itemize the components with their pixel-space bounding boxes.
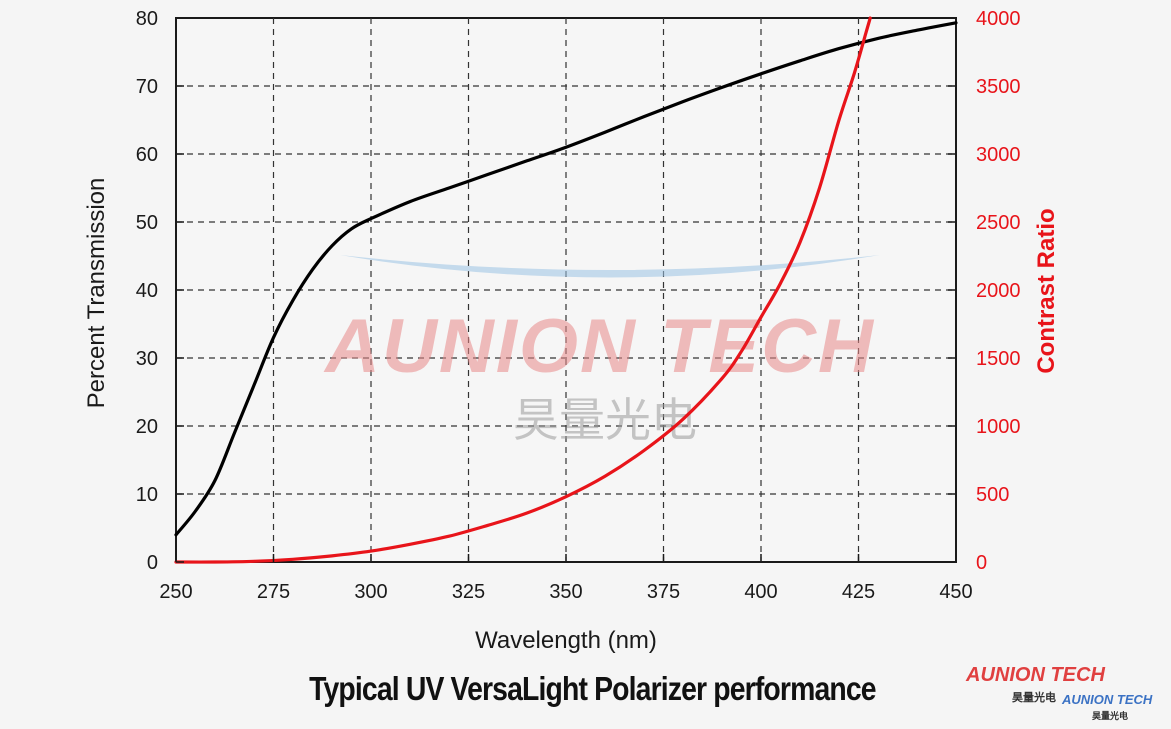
y-left-tick-label: 10 (136, 484, 158, 506)
series-lines (174, 16, 958, 564)
y-right-tick-label: 2500 (976, 212, 1021, 234)
corner-logo-chinese: 昊量光电 (1012, 692, 1056, 704)
y-right-tick-label: 4000 (976, 8, 1021, 30)
y-left-tick-label: 80 (136, 8, 158, 30)
y-left-tick-label: 30 (136, 348, 158, 370)
y-right-tick-label: 500 (976, 484, 1009, 506)
corner-logo-brand-small: AUNION TECH (1062, 692, 1153, 707)
x-tick-label: 400 (744, 581, 777, 603)
y-right-tick-label: 2000 (976, 280, 1021, 302)
x-tick-label: 325 (452, 581, 485, 603)
x-tick-label: 375 (647, 581, 680, 603)
x-tick-label: 350 (549, 581, 582, 603)
x-tick-label: 300 (354, 581, 387, 603)
tick-labels: 250 275 300 325 350 375 400 425 4500102030405060… (136, 8, 1021, 603)
watermark-brand: AUNION TECH (323, 304, 875, 389)
x-tick-label: 250 (159, 581, 192, 603)
y-left-tick-label: 40 (136, 280, 158, 302)
y-right-tick-label: 0 (976, 552, 987, 574)
x-tick-label: 275 (257, 581, 290, 603)
y-right-tick-label: 1000 (976, 416, 1021, 438)
y-left-tick-label: 0 (147, 552, 158, 574)
y-right-tick-label: 3500 (976, 76, 1021, 98)
corner-logo-chinese-small: 昊量光电 (1092, 711, 1129, 721)
chart-caption: Typical UV VersaLight Polarizer performa… (309, 670, 876, 707)
y-left-tick-label: 60 (136, 144, 158, 166)
y-right-axis-title: Contrast Ratio (1033, 208, 1060, 373)
y-left-tick-label: 50 (136, 212, 158, 234)
y-right-tick-label: 1500 (976, 348, 1021, 370)
x-tick-label: 425 (842, 581, 875, 603)
y-left-axis-title: Percent Transmission (83, 178, 110, 409)
y-left-tick-label: 70 (136, 76, 158, 98)
watermark-chinese: 昊量光电 (513, 393, 697, 447)
x-axis-title: Wavelength (nm) (475, 627, 657, 654)
x-tick-label: 450 (939, 581, 972, 603)
series-line-contrast-ratio (174, 16, 872, 564)
y-right-tick-label: 3000 (976, 144, 1021, 166)
series-line-percent-transmission (174, 21, 958, 537)
corner-logo-brand: AUNION TECH (966, 664, 1105, 686)
y-left-tick-label: 20 (136, 416, 158, 438)
watermark: AUNION TECH 昊量光电 (323, 255, 880, 447)
